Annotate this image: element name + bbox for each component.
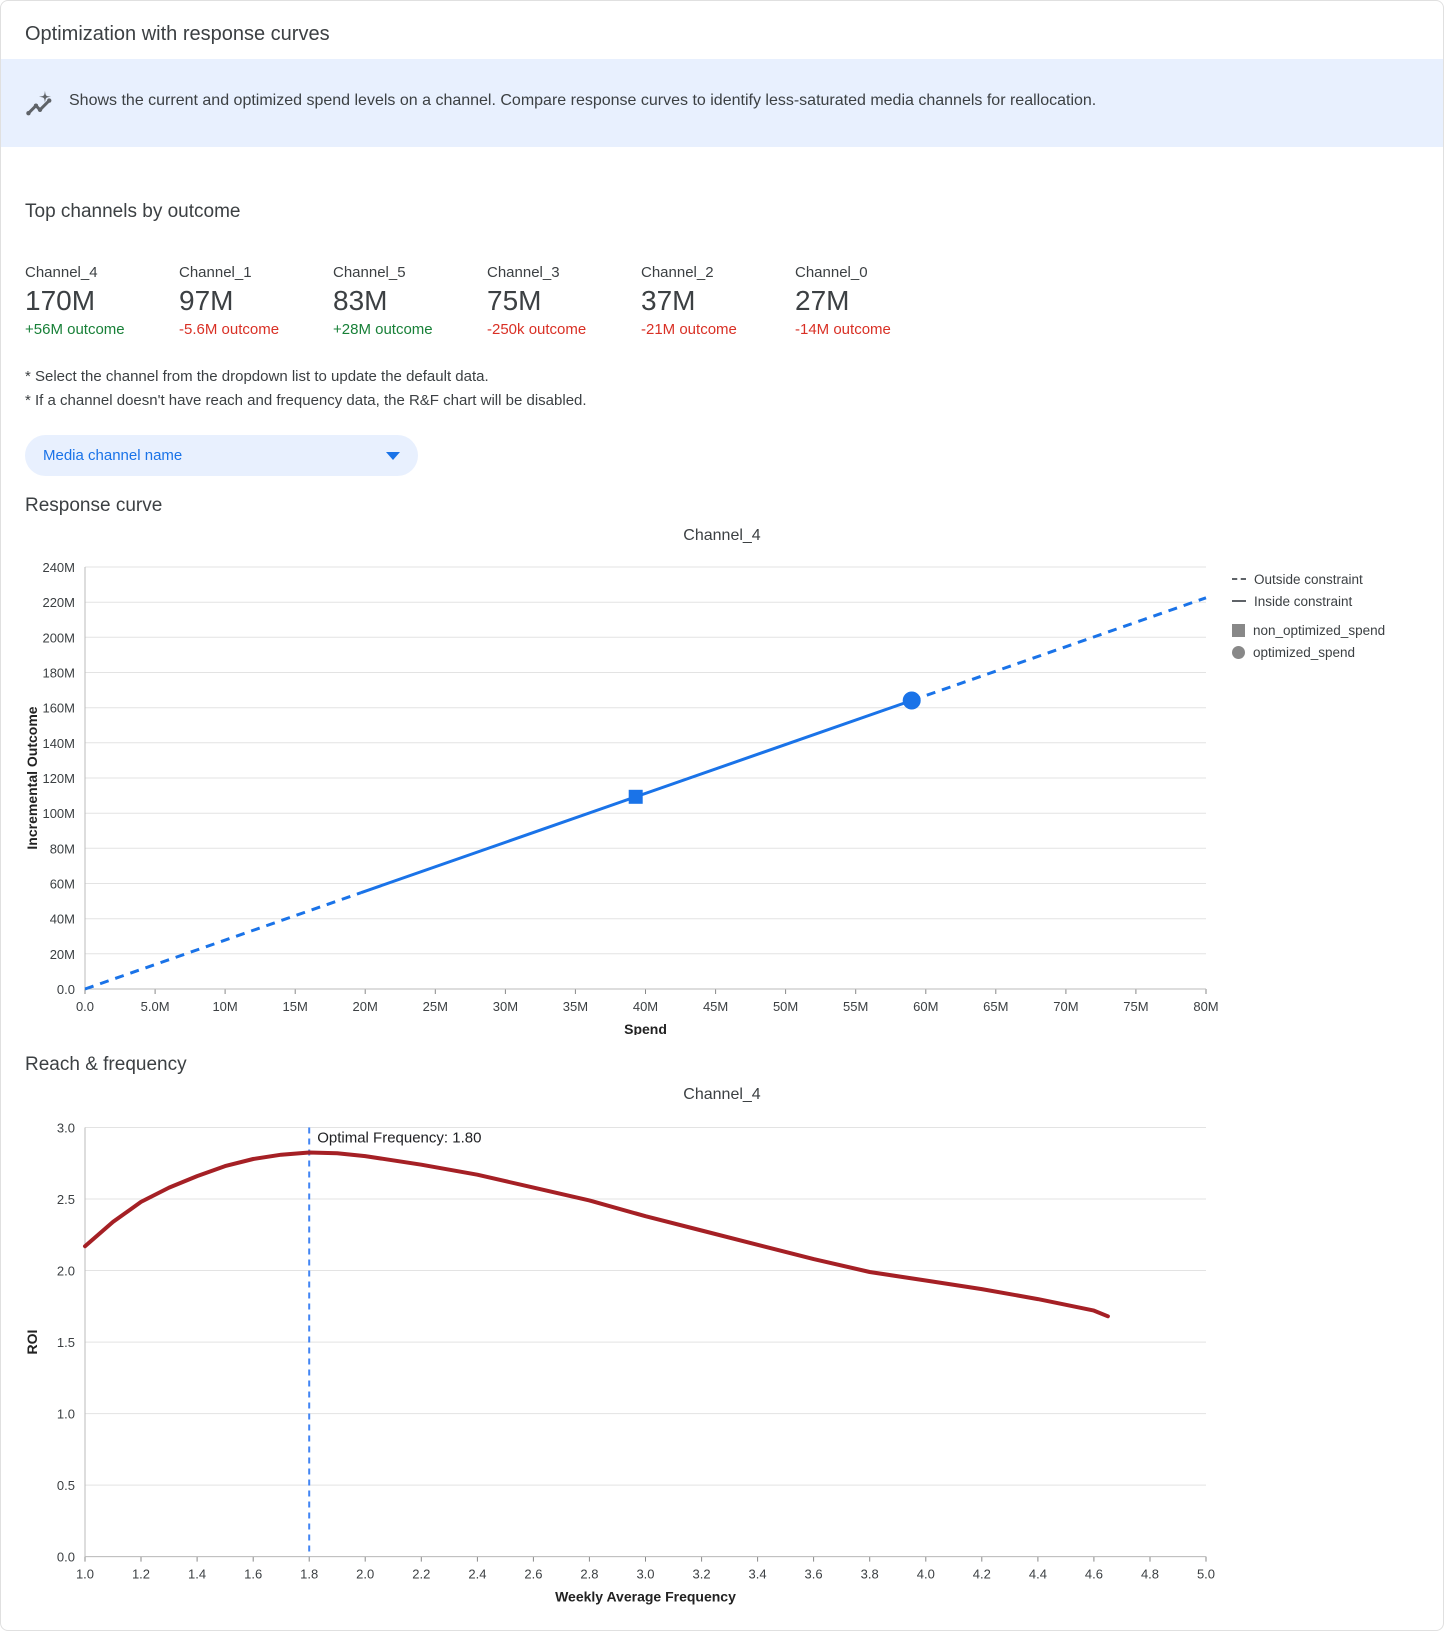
svg-text:3.0: 3.0 [636, 1566, 654, 1581]
svg-text:1.2: 1.2 [132, 1566, 150, 1581]
svg-text:2.0: 2.0 [57, 1263, 75, 1278]
svg-text:100M: 100M [42, 806, 75, 821]
svg-text:3.6: 3.6 [805, 1566, 823, 1581]
svg-text:1.8: 1.8 [300, 1566, 318, 1581]
svg-text:20M: 20M [353, 999, 378, 1014]
svg-text:140M: 140M [42, 736, 75, 751]
svg-text:15M: 15M [283, 999, 308, 1014]
svg-text:4.8: 4.8 [1141, 1566, 1159, 1581]
svg-text:2.5: 2.5 [57, 1192, 75, 1207]
svg-text:25M: 25M [423, 999, 448, 1014]
svg-text:180M: 180M [42, 665, 75, 680]
svg-text:240M: 240M [42, 560, 75, 575]
svg-text:220M: 220M [42, 595, 75, 610]
svg-text:10M: 10M [212, 999, 237, 1014]
svg-text:60M: 60M [50, 876, 75, 891]
svg-text:2.4: 2.4 [468, 1566, 486, 1581]
svg-text:40M: 40M [50, 912, 75, 927]
svg-text:1.5: 1.5 [57, 1335, 75, 1350]
svg-text:65M: 65M [983, 999, 1008, 1014]
svg-text:2.0: 2.0 [356, 1566, 374, 1581]
svg-text:2.6: 2.6 [524, 1566, 542, 1581]
svg-text:1.0: 1.0 [76, 1566, 94, 1581]
svg-text:80M: 80M [1193, 999, 1218, 1014]
svg-text:80M: 80M [50, 841, 75, 856]
svg-text:3.2: 3.2 [693, 1566, 711, 1581]
svg-text:Spend: Spend [624, 1021, 667, 1035]
svg-text:3.0: 3.0 [57, 1120, 75, 1135]
svg-text:4.0: 4.0 [917, 1566, 935, 1581]
svg-text:Incremental Outcome: Incremental Outcome [25, 706, 40, 849]
svg-text:Weekly Average Frequency: Weekly Average Frequency [555, 1588, 736, 1604]
svg-text:120M: 120M [42, 771, 75, 786]
svg-text:0.0: 0.0 [76, 999, 94, 1014]
svg-text:0.0: 0.0 [57, 982, 75, 997]
svg-text:200M: 200M [42, 630, 75, 645]
svg-text:5.0: 5.0 [1197, 1566, 1215, 1581]
svg-text:160M: 160M [42, 701, 75, 716]
svg-text:50M: 50M [773, 999, 798, 1014]
svg-text:70M: 70M [1053, 999, 1078, 1014]
svg-text:4.6: 4.6 [1085, 1566, 1103, 1581]
svg-text:4.4: 4.4 [1029, 1566, 1047, 1581]
svg-text:3.8: 3.8 [861, 1566, 879, 1581]
svg-text:Optimal Frequency: 1.80: Optimal Frequency: 1.80 [317, 1129, 481, 1146]
svg-text:1.0: 1.0 [57, 1406, 75, 1421]
svg-text:75M: 75M [1123, 999, 1148, 1014]
svg-text:20M: 20M [50, 947, 75, 962]
svg-text:60M: 60M [913, 999, 938, 1014]
svg-text:0.0: 0.0 [57, 1549, 75, 1564]
svg-text:2.2: 2.2 [412, 1566, 430, 1581]
svg-text:40M: 40M [633, 999, 658, 1014]
svg-text:5.0M: 5.0M [141, 999, 170, 1014]
svg-text:30M: 30M [493, 999, 518, 1014]
svg-text:1.4: 1.4 [188, 1566, 206, 1581]
svg-text:45M: 45M [703, 999, 728, 1014]
svg-text:0.5: 0.5 [57, 1478, 75, 1493]
svg-text:1.6: 1.6 [244, 1566, 262, 1581]
svg-text:35M: 35M [563, 999, 588, 1014]
svg-text:2.8: 2.8 [580, 1566, 598, 1581]
svg-text:3.4: 3.4 [749, 1566, 767, 1581]
svg-text:55M: 55M [843, 999, 868, 1014]
svg-text:4.2: 4.2 [973, 1566, 991, 1581]
svg-text:ROI: ROI [25, 1330, 40, 1355]
